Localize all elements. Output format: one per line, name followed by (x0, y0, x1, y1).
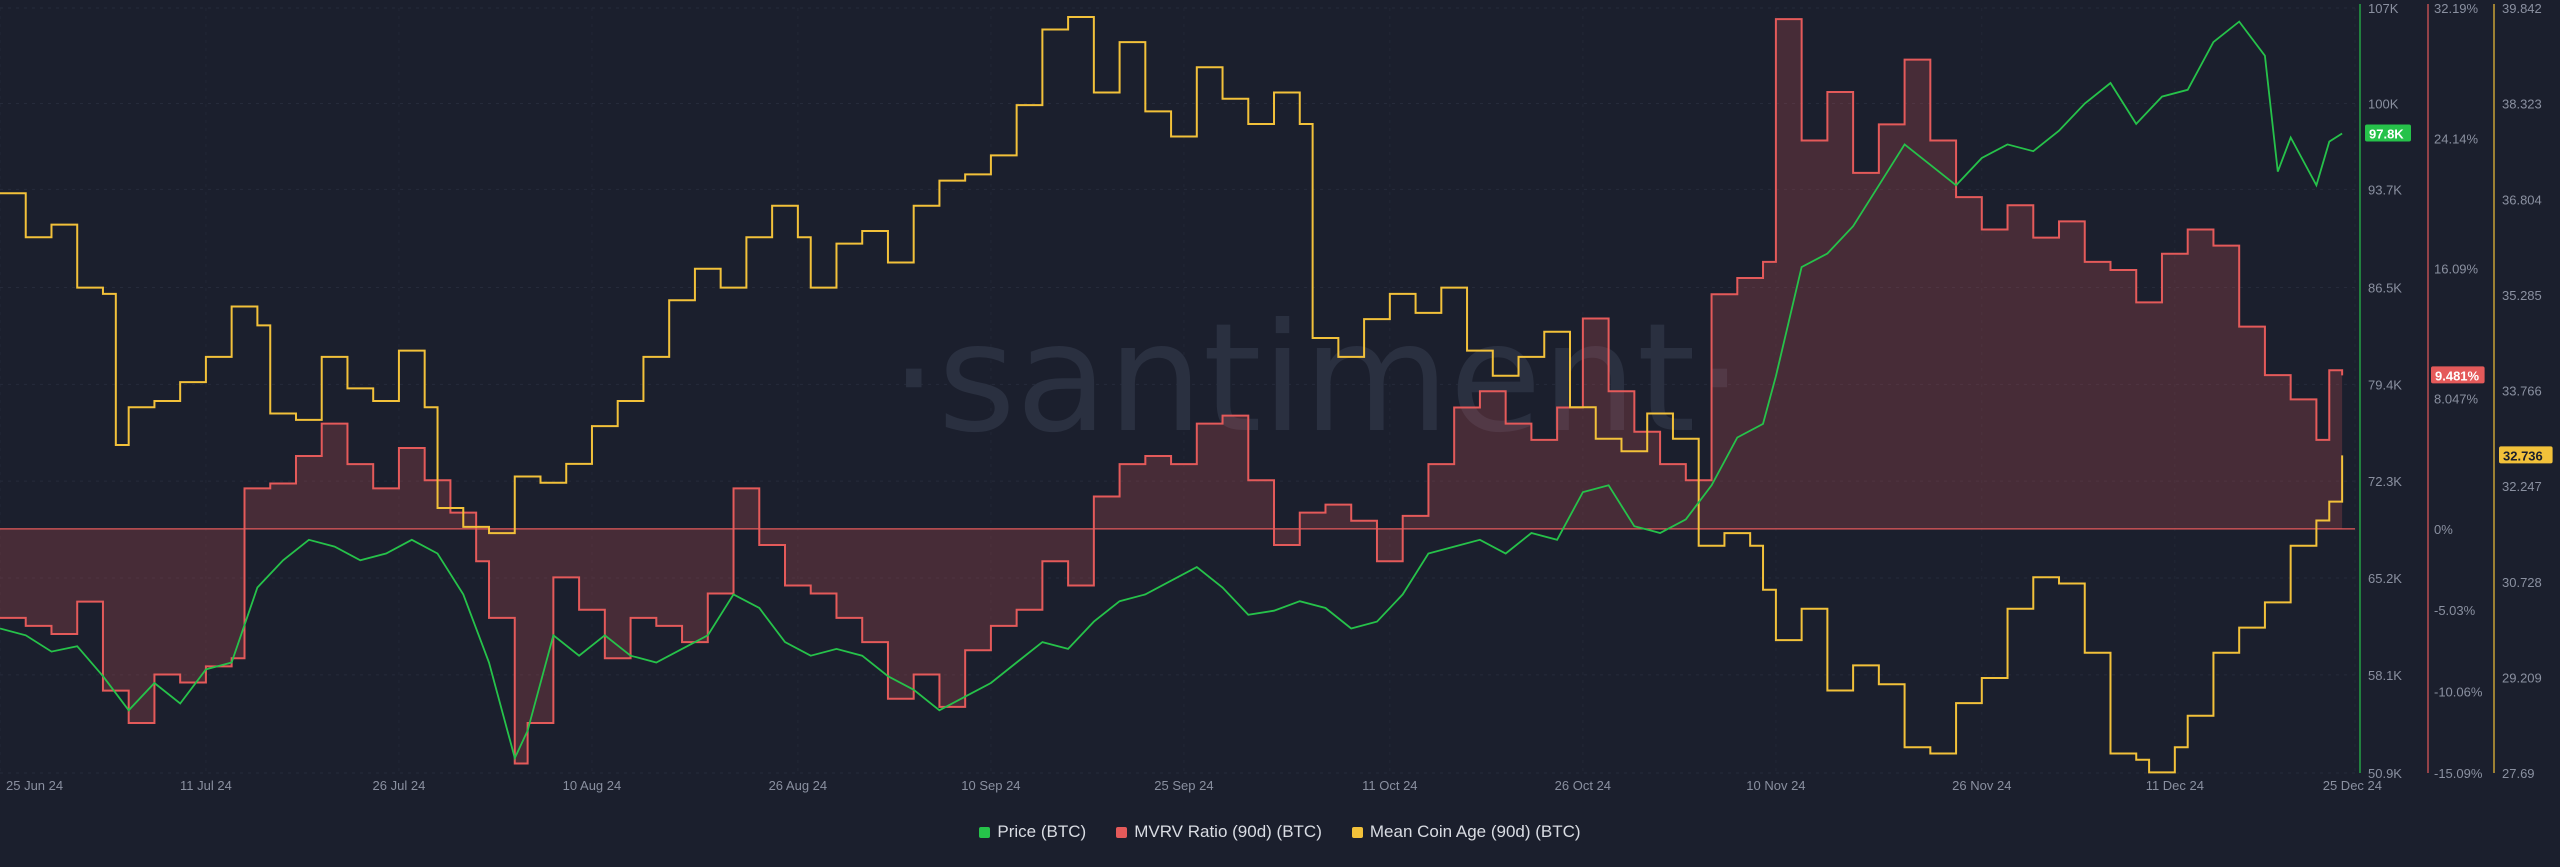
age-tick-label: 27.69 (2502, 766, 2535, 781)
mvrv-tick-label: -15.09% (2434, 766, 2483, 781)
legend: Price (BTC) MVRV Ratio (90d) (BTC) Mean … (0, 822, 2560, 842)
age-line (0, 15, 2344, 774)
mvrv-tick-label: -5.03% (2434, 603, 2476, 618)
mvrv-current-badge (2431, 366, 2485, 384)
price-current-label: 97.8K (2369, 126, 2404, 141)
x-tick-label: 11 Dec 24 (2146, 778, 2204, 793)
legend-item-price[interactable]: Price (BTC) (979, 822, 1086, 842)
price-tick-label: 79.4K (2368, 377, 2402, 392)
axes: 107K 100K 93.7K 86.5K 79.4K 72.3K 65.2K 58.1K 50… (2359, 1, 2553, 781)
mvrv-tick-label: 8.047% (2434, 392, 2479, 407)
price-tick-label: 50.9K (2368, 766, 2402, 781)
mvrv-series[interactable] (0, 18, 2355, 765)
price-series[interactable] (0, 20, 2343, 761)
mvrv-tick-label: -10.06% (2434, 685, 2483, 700)
age-series[interactable] (0, 15, 2344, 774)
legend-label-price: Price (BTC) (997, 822, 1087, 841)
age-current-badge (2499, 446, 2553, 464)
x-tick-label: 26 Aug 24 (769, 778, 828, 793)
x-tick-label: 25 Sep 24 (1154, 778, 1213, 793)
legend-swatch-mvrv (1116, 826, 1128, 838)
price-tick-label: 93.7K (2368, 182, 2402, 197)
price-tick-label: 72.3K (2368, 474, 2402, 489)
age-tick-label: 39.842 (2502, 1, 2542, 16)
legend-item-age[interactable]: Mean Coin Age (90d) (BTC) (1351, 822, 1581, 842)
legend-item-mvrv[interactable]: MVRV Ratio (90d) (BTC) (1116, 822, 1322, 842)
age-tick-label: 38.323 (2502, 97, 2542, 112)
mvrv-area (0, 19, 2343, 764)
x-tick-label: 10 Nov 24 (1746, 778, 1805, 793)
x-axis: 25 Jun 24 11 Jul 24 26 Jul 24 10 Aug 24 26 A… (6, 778, 2382, 793)
price-line (0, 20, 2343, 761)
legend-swatch-price (979, 826, 991, 838)
age-tick-label: 30.728 (2502, 575, 2542, 590)
legend-swatch-age (1351, 826, 1363, 838)
grid-lines (0, 7, 2356, 774)
price-tick-label: 107K (2368, 1, 2399, 16)
x-tick-label: 25 Jun 24 (6, 778, 63, 793)
mvrv-tick-label: 0% (2434, 522, 2453, 537)
legend-label-mvrv: MVRV Ratio (90d) (BTC) (1134, 822, 1322, 841)
x-tick-label: 26 Nov 24 (1952, 778, 2011, 793)
x-tick-label: 10 Sep 24 (961, 778, 1020, 793)
age-tick-label: 32.247 (2502, 479, 2542, 494)
age-tick-label: 29.209 (2502, 670, 2542, 685)
price-tick-label: 65.2K (2368, 571, 2402, 586)
mvrv-tick-label: 32.19% (2434, 1, 2479, 16)
x-tick-label: 26 Jul 24 (373, 778, 426, 793)
mvrv-tick-label: 16.09% (2434, 262, 2479, 277)
mvrv-line (0, 18, 2344, 765)
watermark: ·santiment· (890, 292, 1743, 466)
price-current-badge (2365, 124, 2411, 142)
x-tick-label: 10 Aug 24 (563, 778, 622, 793)
x-tick-label: 26 Oct 24 (1555, 778, 1611, 793)
price-tick-label: 58.1K (2368, 668, 2402, 683)
x-tick-label: 11 Oct 24 (1362, 778, 1417, 793)
mvrv-current-label: 9.481% (2435, 368, 2480, 383)
x-tick-label: 11 Jul 24 (180, 778, 232, 793)
mvrv-tick-label: 24.14% (2434, 131, 2479, 146)
legend-label-age: Mean Coin Age (90d) (BTC) (1369, 822, 1581, 841)
age-tick-label: 33.766 (2502, 384, 2542, 399)
x-tick-label: 25 Dec 24 (2323, 778, 2382, 793)
price-tick-label: 86.5K (2368, 281, 2402, 296)
age-tick-label: 35.285 (2502, 288, 2542, 303)
age-tick-label: 36.804 (2502, 192, 2542, 207)
price-tick-label: 100K (2368, 96, 2399, 111)
age-current-label: 32.736 (2503, 448, 2543, 463)
